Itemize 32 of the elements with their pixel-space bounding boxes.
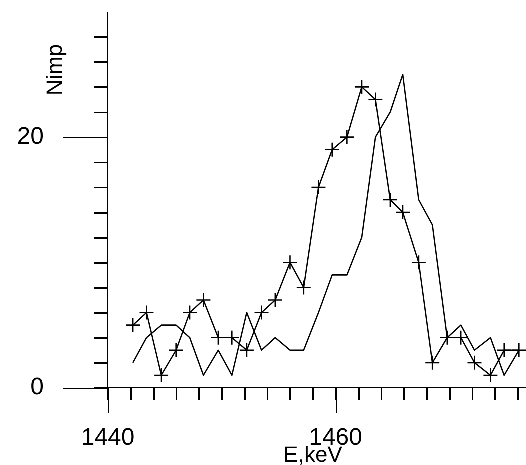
point — [154, 368, 170, 384]
x-tick-label: 1440 — [81, 424, 135, 452]
point — [311, 180, 326, 196]
point — [483, 368, 498, 384]
point — [395, 204, 411, 220]
point — [453, 330, 469, 346]
point — [224, 330, 240, 346]
point — [354, 80, 370, 95]
point — [324, 142, 340, 158]
point — [440, 330, 456, 346]
point — [382, 192, 398, 208]
point — [340, 130, 355, 145]
point — [467, 355, 482, 371]
y-tick-label: 0 — [30, 374, 44, 401]
y-tick-label: 20 — [17, 122, 44, 150]
point — [512, 342, 526, 358]
point — [125, 318, 141, 333]
point — [182, 305, 198, 320]
point — [411, 255, 427, 270]
point — [239, 342, 255, 358]
point — [254, 305, 270, 320]
point — [496, 342, 512, 358]
point — [168, 342, 184, 358]
point — [368, 92, 384, 108]
point — [282, 255, 298, 270]
point — [424, 355, 440, 371]
point — [210, 330, 226, 346]
y-axis-title: Nimp — [42, 44, 67, 96]
point — [139, 305, 154, 320]
point — [268, 292, 284, 308]
point — [296, 280, 312, 296]
point — [196, 292, 212, 308]
